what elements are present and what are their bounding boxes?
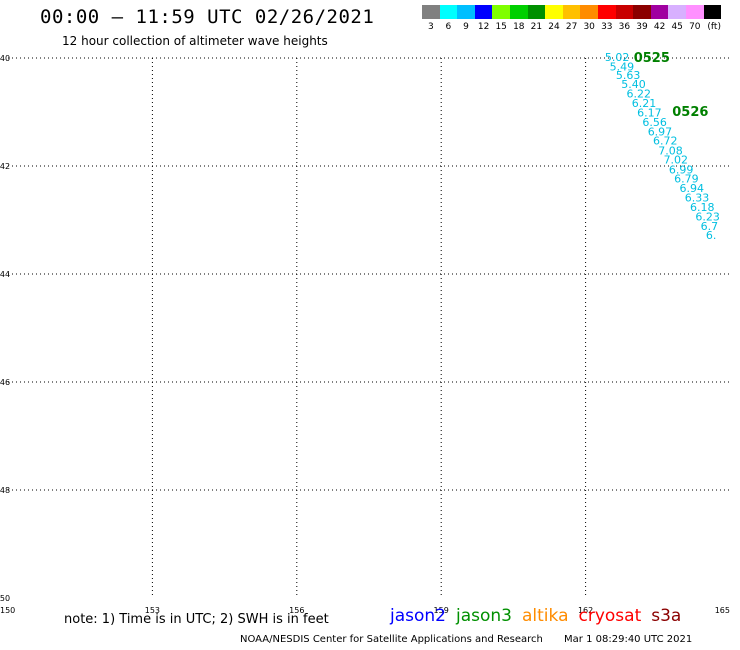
swh-data-label: 6.7	[701, 220, 719, 233]
legend-swatch	[598, 5, 616, 19]
legend-swatch	[615, 5, 634, 19]
legend-label: 30	[583, 22, 595, 32]
legend-label: 33	[601, 22, 613, 32]
y-tick-label: -50	[0, 594, 10, 603]
units-note: note: 1) Time is in UTC; 2) SWH is in fe…	[64, 612, 329, 627]
x-tick-label: 150	[0, 606, 15, 615]
satellite-legend: jason2 jason3 altika cryosat s3a	[390, 606, 691, 626]
x-tick-label: 153	[145, 606, 160, 615]
swh-data-label: 6.94	[679, 182, 704, 195]
swh-data-label: 6.97	[648, 126, 673, 139]
footer-timestamp: Mar 1 08:29:40 UTC 2021	[564, 634, 693, 645]
satellite-jason2: jason2	[390, 606, 446, 626]
swh-data-label: 6.33	[685, 191, 710, 204]
legend-label: 15	[495, 22, 507, 32]
y-tick-label: -44	[0, 270, 10, 279]
swh-data-label: 6.22	[627, 88, 652, 101]
legend-label: 39	[636, 22, 648, 32]
swh-data-label: 5.02	[605, 51, 630, 64]
legend-label: 27	[565, 22, 578, 32]
legend-swatch	[703, 5, 722, 19]
legend-swatch	[650, 5, 669, 19]
legend-swatch	[686, 5, 704, 19]
legend-swatch	[545, 5, 563, 19]
legend-label: 21	[530, 22, 543, 32]
legend-swatch	[422, 5, 440, 19]
y-tick-label: -40	[0, 54, 10, 63]
x-tick-label: 162	[578, 606, 593, 615]
chart-title: 00:00 – 11:59 UTC 02/26/2021	[40, 6, 375, 28]
legend-label: 12	[477, 22, 490, 32]
swh-data-label: 5.63	[616, 69, 641, 82]
legend-unit: (ft)	[707, 22, 721, 32]
legend-swatch	[457, 5, 475, 19]
swh-data-label: 6.17	[637, 107, 662, 120]
legend-label: 70	[689, 22, 701, 32]
legend-swatch	[633, 5, 651, 19]
legend-label: 24	[548, 22, 560, 32]
y-tick-label: -48	[0, 486, 10, 495]
chart-subtitle: 12 hour collection of altimeter wave hei…	[62, 34, 328, 48]
swh-data-label: 6.72	[653, 135, 678, 148]
legend-swatch	[492, 5, 510, 19]
legend-label: 42	[653, 22, 666, 32]
swh-data-label: 5.49	[610, 61, 635, 74]
orbit-label: 0525	[634, 51, 670, 66]
legend-swatch	[527, 5, 546, 19]
swh-data-label: 6.	[706, 229, 717, 242]
satellite-cryosat: cryosat	[578, 606, 642, 626]
legend-swatch	[580, 5, 598, 19]
legend-label: 6	[445, 22, 452, 32]
swh-data-label: 7.08	[658, 144, 683, 157]
swh-data-label: 7.02	[664, 154, 689, 167]
swh-data-label: 6.79	[674, 173, 699, 186]
orbit-label: 0526	[672, 105, 708, 120]
swh-data-label: 6.18	[690, 201, 715, 214]
satellite-s3a: s3a	[651, 606, 682, 626]
swh-data-label: 6.99	[669, 163, 694, 176]
y-tick-label: -42	[0, 162, 10, 171]
swh-data-label: 6.21	[632, 97, 657, 110]
legend-label: 3	[427, 22, 434, 32]
legend-swatch	[474, 5, 493, 19]
x-tick-label: 165	[715, 606, 730, 615]
x-tick-label: 156	[289, 606, 304, 615]
legend-label: 36	[618, 22, 631, 32]
legend-label: 9	[463, 22, 469, 32]
satellite-jason3: jason3	[456, 606, 512, 626]
legend-swatch	[510, 5, 528, 19]
legend-swatch	[439, 5, 458, 19]
legend-swatch	[668, 5, 686, 19]
legend-label: 45	[671, 22, 683, 32]
legend-label: 18	[513, 22, 525, 32]
y-tick-label: -46	[0, 378, 10, 387]
swh-data-label: 5.40	[621, 78, 646, 91]
swh-data-label: 6.56	[642, 116, 667, 129]
legend-swatch	[562, 5, 581, 19]
satellite-altika: altika	[522, 606, 569, 626]
footer-credit: NOAA/NESDIS Center for Satellite Applica…	[240, 634, 543, 645]
footer: NOAA/NESDIS Center for Satellite Applica…	[240, 634, 692, 645]
swh-data-label: 6.23	[695, 210, 720, 223]
x-tick-label: 159	[434, 606, 449, 615]
